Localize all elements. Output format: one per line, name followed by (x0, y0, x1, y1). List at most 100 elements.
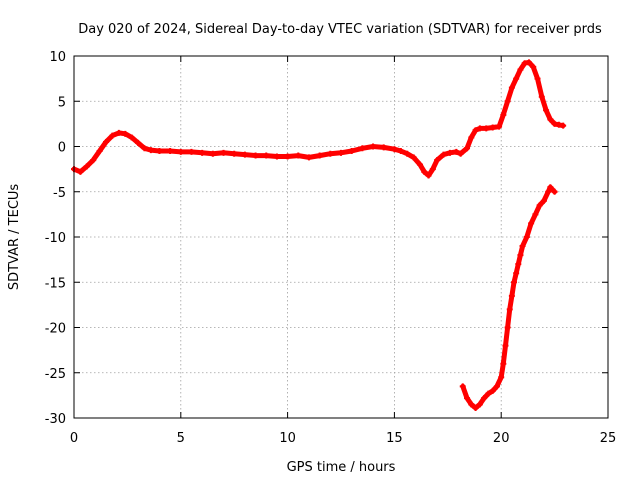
data-point (506, 306, 513, 313)
data-point (472, 127, 479, 134)
y-tick-label: 5 (58, 95, 66, 110)
data-point (188, 148, 195, 155)
y-tick-label: 10 (49, 50, 66, 65)
data-point (525, 59, 532, 66)
data-point (316, 152, 323, 159)
series-line (71, 59, 566, 178)
y-axis-label: SDTVAR / TECUs (7, 184, 22, 291)
data-point (135, 139, 142, 146)
data-point (421, 168, 428, 175)
data-point (167, 148, 174, 155)
data-point (523, 234, 530, 240)
data-point (459, 383, 466, 390)
data-point (540, 197, 547, 204)
data-point (468, 401, 475, 408)
data-point (532, 211, 539, 218)
data-point (500, 360, 507, 367)
data-point (90, 157, 97, 164)
data-point (434, 157, 441, 164)
data-point (96, 148, 103, 155)
data-point (504, 324, 511, 331)
data-point (483, 125, 490, 132)
data-point (508, 84, 515, 91)
data-point (453, 148, 460, 155)
data-point (397, 148, 404, 155)
data-point (231, 150, 238, 157)
data-point (536, 202, 543, 209)
data-point (109, 132, 116, 139)
data-point (440, 151, 447, 158)
data-point (515, 261, 522, 268)
data-point (410, 154, 417, 161)
data-point (476, 401, 483, 408)
x-tick-label: 25 (600, 431, 617, 446)
data-point (508, 292, 515, 299)
data-point (241, 151, 248, 158)
data-point (263, 152, 270, 159)
data-point (534, 75, 541, 82)
y-tick-label: -25 (45, 367, 66, 382)
data-point (464, 395, 471, 402)
data-point (359, 145, 366, 152)
data-point (429, 166, 436, 173)
data-point (481, 395, 488, 402)
data-point (380, 144, 387, 151)
data-point (83, 163, 90, 170)
data-point (547, 116, 554, 123)
data-point (425, 172, 432, 179)
y-tick-label: -15 (45, 276, 66, 291)
y-tick-label: -5 (53, 186, 66, 201)
data-point (370, 143, 377, 150)
data-point (498, 374, 505, 381)
data-point (530, 63, 537, 70)
chart-title: Day 020 of 2024, Sidereal Day-to-day VTE… (78, 22, 602, 37)
data-point (493, 383, 500, 390)
data-point (489, 387, 496, 394)
data-point (199, 149, 206, 156)
x-tick-label: 5 (177, 431, 185, 446)
data-point (252, 152, 259, 159)
x-tick-label: 20 (493, 431, 510, 446)
data-point (284, 153, 291, 160)
data-point (517, 66, 524, 73)
data-point (220, 149, 227, 156)
data-point (538, 93, 545, 100)
data-point (545, 188, 552, 195)
data-point (404, 150, 411, 157)
data-point (511, 279, 518, 286)
data-point (305, 154, 312, 161)
data-point (560, 122, 567, 129)
axis-ticks: 0 5 10 15 20 25 -30 -25 -20 -15 -10 -5 0 5 10 (45, 50, 617, 446)
x-tick-label: 10 (279, 431, 296, 446)
data-point (122, 130, 129, 137)
data-point (468, 134, 475, 141)
y-tick-label: -20 (45, 322, 66, 337)
data-point (543, 107, 550, 114)
data-point (551, 188, 558, 195)
data-point (156, 148, 163, 155)
data-point (141, 145, 148, 152)
data-point (417, 161, 424, 168)
data-point (327, 150, 334, 157)
data-point (476, 125, 483, 132)
series-layer (71, 59, 567, 412)
data-point (295, 152, 302, 159)
data-point (500, 111, 507, 118)
data-point (338, 149, 344, 156)
x-axis-label: GPS time / hours (287, 460, 396, 475)
data-point (504, 98, 511, 105)
data-point (115, 129, 122, 136)
data-point (513, 75, 520, 82)
data-point (103, 138, 110, 145)
data-point (77, 168, 84, 175)
y-tick-label: -30 (45, 412, 66, 427)
y-tick-label: 0 (58, 141, 66, 156)
data-point (519, 243, 526, 250)
data-point (485, 390, 492, 397)
data-point (464, 145, 471, 152)
data-point (457, 150, 464, 157)
data-point (177, 148, 184, 155)
data-point (496, 123, 503, 130)
data-point (502, 342, 509, 349)
